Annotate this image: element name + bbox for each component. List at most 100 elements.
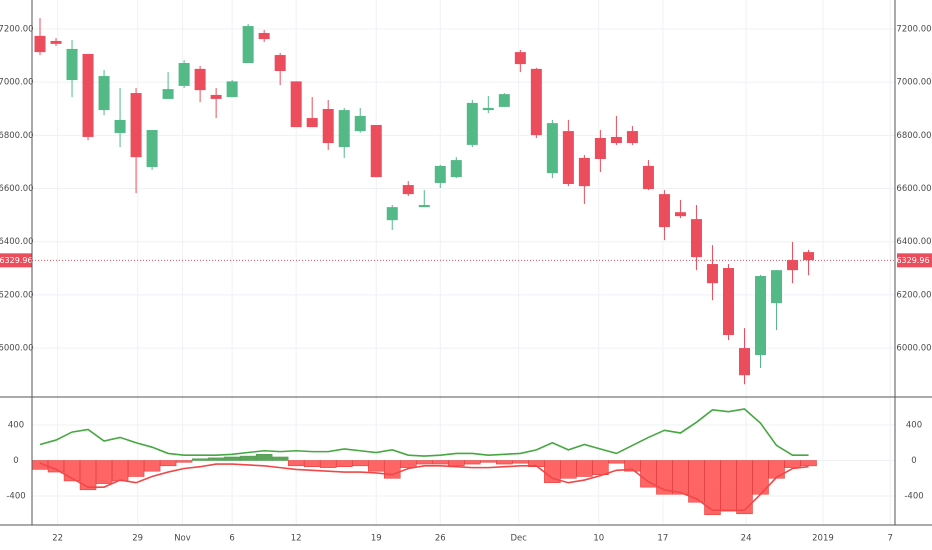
candle-body [514, 52, 526, 65]
x-tick-label: 24 [741, 534, 752, 544]
y-tick-label: 6800.00 [896, 131, 931, 141]
y-tick-label: -400 [6, 492, 25, 502]
histogram-bar [47, 460, 65, 473]
candle-body [210, 94, 222, 99]
candle-body [578, 157, 590, 187]
candle-body [370, 124, 382, 178]
histogram-bar [768, 460, 785, 479]
candle-body [34, 35, 46, 53]
candle-body [130, 93, 142, 158]
candle-body [530, 68, 542, 136]
candle-body [418, 205, 430, 208]
y-tick-label: 6600.00 [0, 184, 34, 194]
histogram-bar [640, 460, 657, 488]
candle-body [658, 194, 670, 228]
y-tick-label: 7000.00 [896, 78, 931, 88]
histogram-bar [416, 460, 433, 465]
histogram-bar [784, 460, 801, 468]
y-tick-label: 0 [13, 456, 18, 466]
candle-body [562, 131, 574, 185]
histogram-bar [512, 460, 529, 464]
candle-body [114, 119, 126, 133]
candle-body [594, 138, 606, 160]
y-tick-label: 6000.00 [0, 344, 34, 354]
candle-body [450, 160, 462, 178]
x-tick-label: 7 [887, 534, 892, 544]
histogram-bar [384, 460, 401, 479]
candle-body [498, 94, 510, 107]
candle-body [466, 102, 478, 145]
histogram-bar [351, 460, 369, 467]
histogram-bar [496, 460, 513, 465]
x-tick-label: 29 [132, 534, 143, 544]
histogram-bar [464, 460, 481, 465]
y-tick-label: 6400.00 [896, 237, 931, 247]
histogram-bar [79, 460, 97, 491]
candle-body [162, 89, 174, 99]
y-tick-label: 400 [906, 420, 922, 430]
x-tick-label: 2019 [812, 534, 834, 544]
histogram-bar [287, 460, 305, 467]
x-tick-label: 6 [229, 534, 234, 544]
candle-body [674, 212, 686, 217]
histogram-bar [720, 460, 737, 512]
candle-body [787, 260, 799, 271]
histogram-bar [319, 460, 337, 468]
candle-body [386, 207, 398, 221]
histogram-bar [143, 460, 161, 472]
candle-body [434, 165, 446, 183]
candle-body [626, 131, 638, 144]
histogram-bar [271, 456, 289, 461]
candle-body [803, 252, 815, 261]
histogram-bar [367, 460, 385, 472]
y-tick-label: 0 [911, 456, 916, 466]
histogram-bar [223, 456, 241, 461]
candle-body [146, 130, 158, 167]
histogram-bar [191, 458, 209, 461]
histogram-bar [303, 460, 321, 467]
candle-body [755, 276, 767, 355]
y-tick-label: 7000.00 [0, 78, 34, 88]
histogram-bar [207, 457, 225, 461]
y-tick-label: 6000.00 [896, 344, 931, 354]
x-tick-label: 17 [657, 534, 668, 544]
x-tick-label: Dec [511, 534, 528, 544]
histogram-bar [576, 460, 593, 477]
histogram-bar [480, 460, 497, 463]
y-tick-label: 6200.00 [896, 290, 931, 300]
last-price-tag [897, 253, 932, 268]
histogram-bar [736, 460, 753, 515]
candle-body [690, 219, 702, 258]
histogram-bar [159, 460, 177, 467]
y-tick-label: 6400.00 [0, 237, 34, 247]
y-tick-label: 6200.00 [0, 290, 34, 300]
histogram-bar [335, 460, 353, 467]
histogram-bar [448, 460, 465, 467]
candle-body [771, 270, 783, 304]
candle-body [482, 107, 494, 111]
y-tick-label: 400 [8, 420, 24, 430]
x-tick-label: Nov [174, 534, 191, 544]
histogram-bar [400, 460, 417, 468]
candle-body [226, 81, 238, 98]
y-tick-label: 6800.00 [0, 131, 34, 141]
histogram-bar [239, 455, 257, 461]
candle-body [290, 81, 302, 128]
x-tick-label: 12 [291, 534, 302, 544]
last-price-label: 6329.96 [0, 256, 33, 265]
candle-body [258, 32, 270, 40]
indicator-line [39, 462, 809, 512]
candle-body [642, 165, 654, 190]
candle-body [274, 55, 286, 71]
x-tick-label: 26 [435, 534, 446, 544]
y-tick-label: -400 [904, 492, 923, 502]
candle-body [610, 136, 622, 144]
candle-body [546, 123, 558, 174]
candle-body [722, 268, 734, 336]
histogram-bar [127, 460, 145, 477]
candle-body [242, 26, 254, 64]
histogram-bar [800, 460, 817, 467]
last-price-tag [0, 253, 32, 268]
y-tick-label: 7200.00 [896, 24, 931, 34]
